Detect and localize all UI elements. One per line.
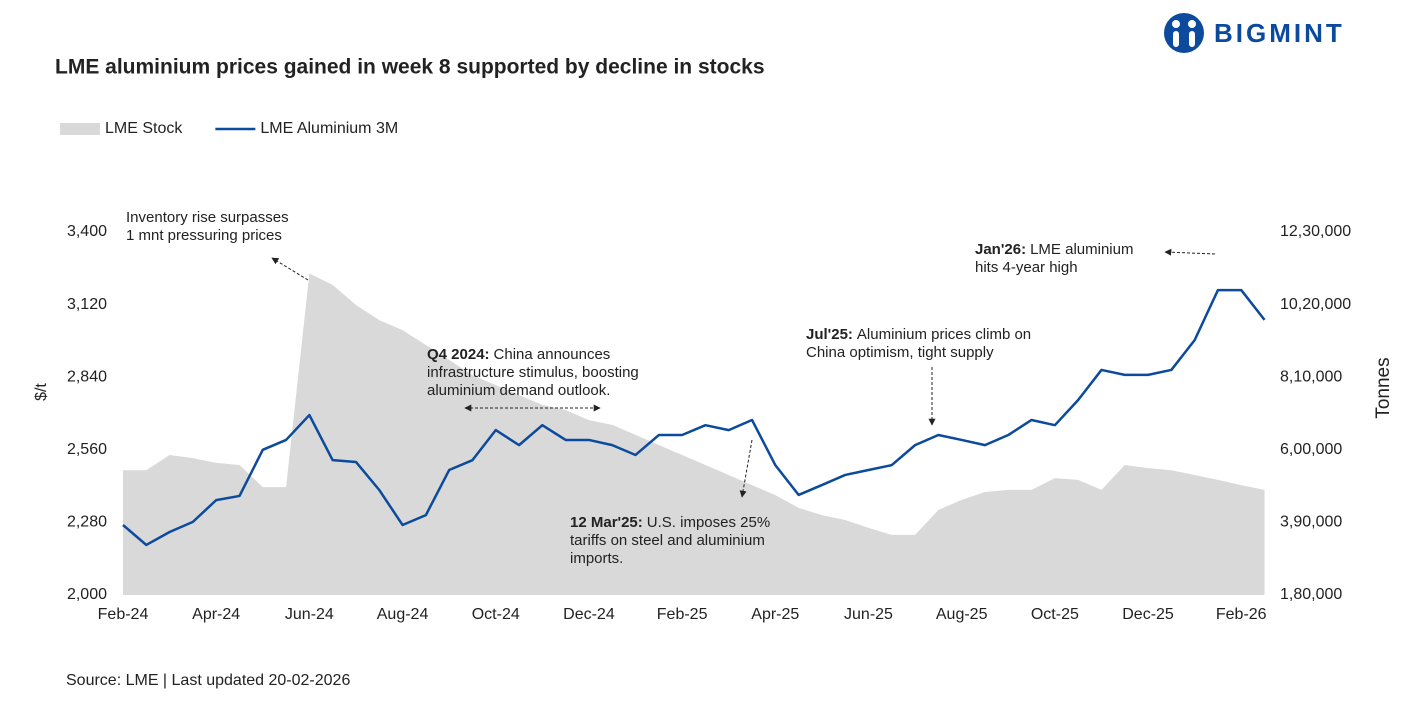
y-tick-label: 2,280	[67, 514, 107, 531]
annotation: China optimism, tight supply	[806, 344, 994, 361]
annotation: Q4 2024: China announces	[427, 346, 610, 363]
annotation: hits 4-year high	[975, 259, 1078, 276]
annotation-arrows	[271, 248, 1216, 498]
x-tick-label: Aug-24	[377, 606, 429, 623]
logo: BIGMINT	[1214, 18, 1345, 48]
legend-swatch	[60, 123, 100, 135]
annotation-label: Q4 2024:	[427, 346, 490, 363]
x-tick-label: Aug-25	[936, 606, 988, 623]
annotation-label: Jan'26:	[975, 241, 1026, 258]
x-tick-label: Jun-25	[844, 606, 893, 623]
y-tick-label: 2,560	[67, 441, 107, 458]
annotation: 12 Mar'25: U.S. imposes 25%	[570, 514, 770, 531]
legend-label: LME Aluminium 3M	[260, 120, 398, 137]
y2-tick-label: 1,80,000	[1280, 586, 1342, 603]
annotation-text: China announces	[494, 346, 611, 363]
x-tick-label: Feb-24	[98, 606, 149, 623]
annotation-text: hits 4-year high	[975, 259, 1078, 276]
annotation-label: 12 Mar'25:	[570, 514, 643, 531]
y2-tick-label: 6,00,000	[1280, 441, 1342, 458]
source: Source: LME | Last updated 20-02-2026	[66, 672, 350, 689]
annotation-text: Aluminium prices climb on	[857, 326, 1031, 343]
annotation: aluminium demand outlook.	[427, 382, 610, 399]
logo-icon	[1164, 13, 1204, 53]
x-tick-label: Dec-25	[1122, 606, 1174, 623]
y2-axis-label: Tonnes	[1373, 357, 1394, 418]
y-tick-label: 2,840	[67, 368, 107, 385]
x-tick-label: Dec-24	[563, 606, 615, 623]
y-axis-label: $/t	[33, 383, 50, 401]
y2-tick-label: 8,10,000	[1280, 368, 1342, 385]
stock-area	[123, 273, 1265, 595]
annotation-text: aluminium demand outlook.	[427, 382, 610, 399]
annotation-text: imports.	[570, 550, 623, 567]
y2-tick-label: 10,20,000	[1280, 296, 1351, 313]
annotation-text: Inventory rise surpasses	[126, 209, 289, 226]
annotation: infrastructure stimulus, boosting	[427, 364, 639, 381]
annotation: imports.	[570, 550, 623, 567]
x-tick-label: Feb-25	[657, 606, 708, 623]
y2-tick-label: 12,30,000	[1280, 223, 1351, 240]
annotation: Jul'25: Aluminium prices climb on	[806, 326, 1031, 343]
legend-label: LME Stock	[105, 120, 183, 137]
annotation-text: 1 mnt pressuring prices	[126, 227, 282, 244]
x-tick-label: Apr-24	[192, 606, 240, 623]
chart-title: LME aluminium prices gained in week 8 su…	[55, 56, 765, 79]
annotation: 1 mnt pressuring prices	[126, 227, 282, 244]
y-tick-label: 3,400	[67, 223, 107, 240]
y2-tick-label: 3,90,000	[1280, 514, 1342, 531]
x-tick-label: Feb-26	[1216, 606, 1267, 623]
x-tick-label: Oct-24	[472, 606, 520, 623]
x-tick-label: Oct-25	[1031, 606, 1079, 623]
annotation: Jan'26: LME aluminium	[975, 241, 1133, 258]
annotation-text: tariffs on steel and aluminium	[570, 532, 765, 549]
x-tick-label: Jun-24	[285, 606, 334, 623]
annotation-label: Jul'25:	[806, 326, 853, 343]
y-tick-label: 2,000	[67, 586, 107, 603]
annotation: tariffs on steel and aluminium	[570, 532, 765, 549]
annotation-text: U.S. imposes 25%	[647, 514, 770, 531]
price-line	[122, 288, 1266, 547]
annotation-text: LME aluminium	[1030, 241, 1133, 258]
x-tick-label: Apr-25	[751, 606, 799, 623]
annotation-text: infrastructure stimulus, boosting	[427, 364, 639, 381]
annotation-text: China optimism, tight supply	[806, 344, 994, 361]
annotation: Inventory rise surpasses	[126, 209, 289, 226]
y-tick-label: 3,120	[67, 296, 107, 313]
